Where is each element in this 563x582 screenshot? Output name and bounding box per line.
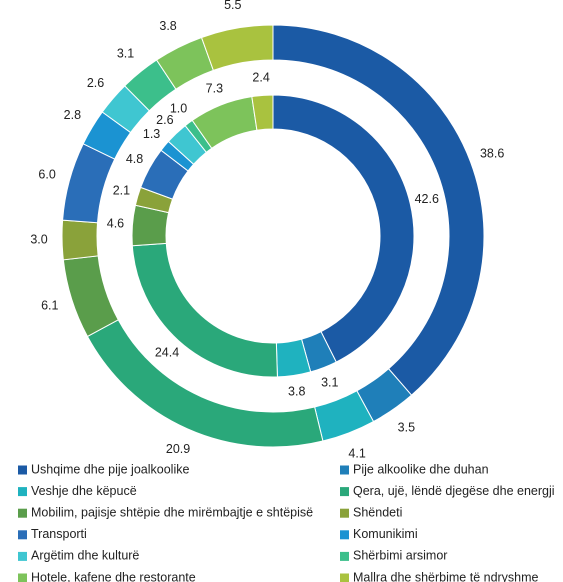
data-label: 3.5 [398, 421, 415, 435]
data-label: 3.1 [321, 376, 338, 390]
data-label: 4.8 [126, 152, 143, 166]
legend-swatch [18, 530, 27, 540]
data-label: 2.6 [156, 113, 173, 127]
legend-swatch [340, 508, 349, 518]
slice [62, 255, 119, 338]
data-label: 2.1 [113, 184, 130, 198]
legend-label: Shëndeti [353, 505, 402, 519]
data-label: 4.1 [348, 447, 365, 461]
data-label: 38.6 [480, 146, 504, 160]
data-label: 7.3 [206, 82, 223, 96]
slice [61, 219, 99, 261]
data-label: 2.8 [64, 108, 81, 122]
data-label: 2.4 [252, 71, 269, 85]
legend-label: Ushqime dhe pije joalkoolike [31, 462, 189, 476]
legend-label: Hotele, kafene dhe restorante [31, 570, 196, 582]
legend-swatch [340, 530, 349, 540]
slice [272, 24, 485, 396]
legend-label: Argëtim dhe kulturë [31, 549, 139, 563]
data-label: 6.1 [41, 299, 58, 313]
data-label: 24.4 [155, 345, 179, 359]
legend-label: Mobilim, pajisje shtëpie dhe mirëmbajtje… [31, 505, 313, 519]
data-label: 2.6 [87, 76, 104, 90]
legend-swatch [340, 551, 349, 561]
legend-label: Mallra dhe shërbime të ndryshme [353, 570, 539, 582]
slice [251, 94, 274, 131]
data-label: 6.0 [38, 167, 55, 181]
legend-swatch [18, 551, 27, 561]
legend-swatch [18, 465, 27, 475]
slice [200, 24, 274, 72]
data-label: 1.3 [143, 127, 160, 141]
data-label: 1.0 [170, 102, 187, 116]
legend-label: Komunikimi [353, 527, 418, 541]
legend-label: Qera, ujë, lëndë djegëse dhe energji [353, 484, 555, 498]
slice [272, 94, 415, 363]
legend-swatch [340, 487, 349, 497]
legend-swatch [18, 573, 27, 582]
data-label: 3.8 [288, 385, 305, 399]
data-label: 5.5 [224, 0, 241, 12]
data-label: 3.1 [117, 47, 134, 61]
legend-label: Transporti [31, 527, 87, 541]
legend-label: Shërbimi arsimor [353, 549, 447, 563]
legend-swatch [18, 487, 27, 497]
data-label: 42.6 [415, 192, 439, 206]
data-label: 20.9 [166, 442, 190, 456]
legend-label: Veshje dhe këpucë [31, 484, 137, 498]
data-label: 3.0 [30, 233, 47, 247]
legend-label: Pije alkoolike dhe duhan [353, 462, 489, 476]
legend-swatch [340, 465, 349, 475]
legend-swatch [18, 508, 27, 518]
data-label: 4.6 [107, 216, 124, 230]
data-label: 3.8 [159, 19, 176, 33]
legend-swatch [340, 573, 349, 582]
